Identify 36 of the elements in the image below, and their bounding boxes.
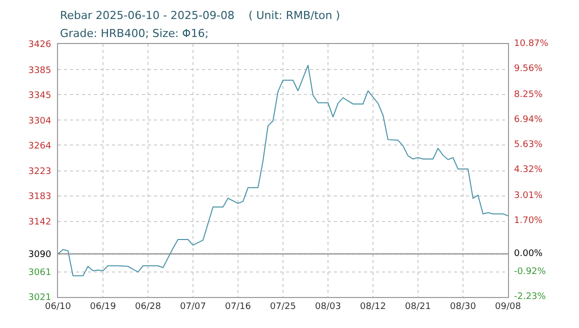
y2-tick-label: 9.56% xyxy=(514,64,544,74)
x-tick-label: 07/07 xyxy=(180,302,206,312)
y2-tick-label: 6.94% xyxy=(514,115,544,125)
y-tick-label: 3142 xyxy=(28,218,52,228)
y-tick-label: 3345 xyxy=(28,90,52,101)
y-tick-label: 3021 xyxy=(28,293,52,304)
y2-tick-label: 5.63% xyxy=(514,140,544,150)
x-tick-label: 08/21 xyxy=(405,302,431,312)
y-tick-label: 3426 xyxy=(28,40,52,50)
y-tick-label: 3304 xyxy=(28,116,52,126)
x-tick-label: 07/25 xyxy=(270,302,296,312)
x-tick-label: 08/03 xyxy=(315,302,341,312)
y-tick-label: 3385 xyxy=(28,66,52,76)
y-tick-label: 3183 xyxy=(28,192,52,202)
y-tick-label: 3090 xyxy=(28,250,52,260)
x-tick-label: 08/30 xyxy=(450,302,476,312)
x-tick-label: 06/10 xyxy=(45,302,72,312)
chart-title: Rebar 2025-06-10 - 2025-09-08 ( Unit: RMB/ton ) xyxy=(60,9,340,22)
x-tick-label: 07/16 xyxy=(225,302,252,312)
x-tick-label: 06/19 xyxy=(90,302,116,312)
y2-tick-label: 1.70% xyxy=(514,216,544,226)
y2-tick-label: 3.01% xyxy=(514,191,544,201)
y2-tick-label: 8.25% xyxy=(514,90,544,100)
line-series xyxy=(58,64,508,276)
y-tick-label: 3264 xyxy=(28,141,52,152)
x-tick-label: 08/12 xyxy=(360,302,386,312)
y2-tick-label: -0.92% xyxy=(514,267,546,277)
y2-tick-label: -2.23% xyxy=(514,292,546,302)
y2-tick-label: 0.00% xyxy=(514,249,544,259)
y-tick-label: 3061 xyxy=(28,268,52,278)
y-tick-label: 3223 xyxy=(28,166,52,177)
x-tick-label: 09/08 xyxy=(495,302,522,312)
y2-tick-label: 10.87% xyxy=(514,39,549,49)
x-tick-label: 06/28 xyxy=(135,302,162,312)
y2-tick-label: 4.32% xyxy=(514,165,544,175)
chart-subtitle: Grade: HRB400; Size: Φ16; xyxy=(60,27,209,40)
